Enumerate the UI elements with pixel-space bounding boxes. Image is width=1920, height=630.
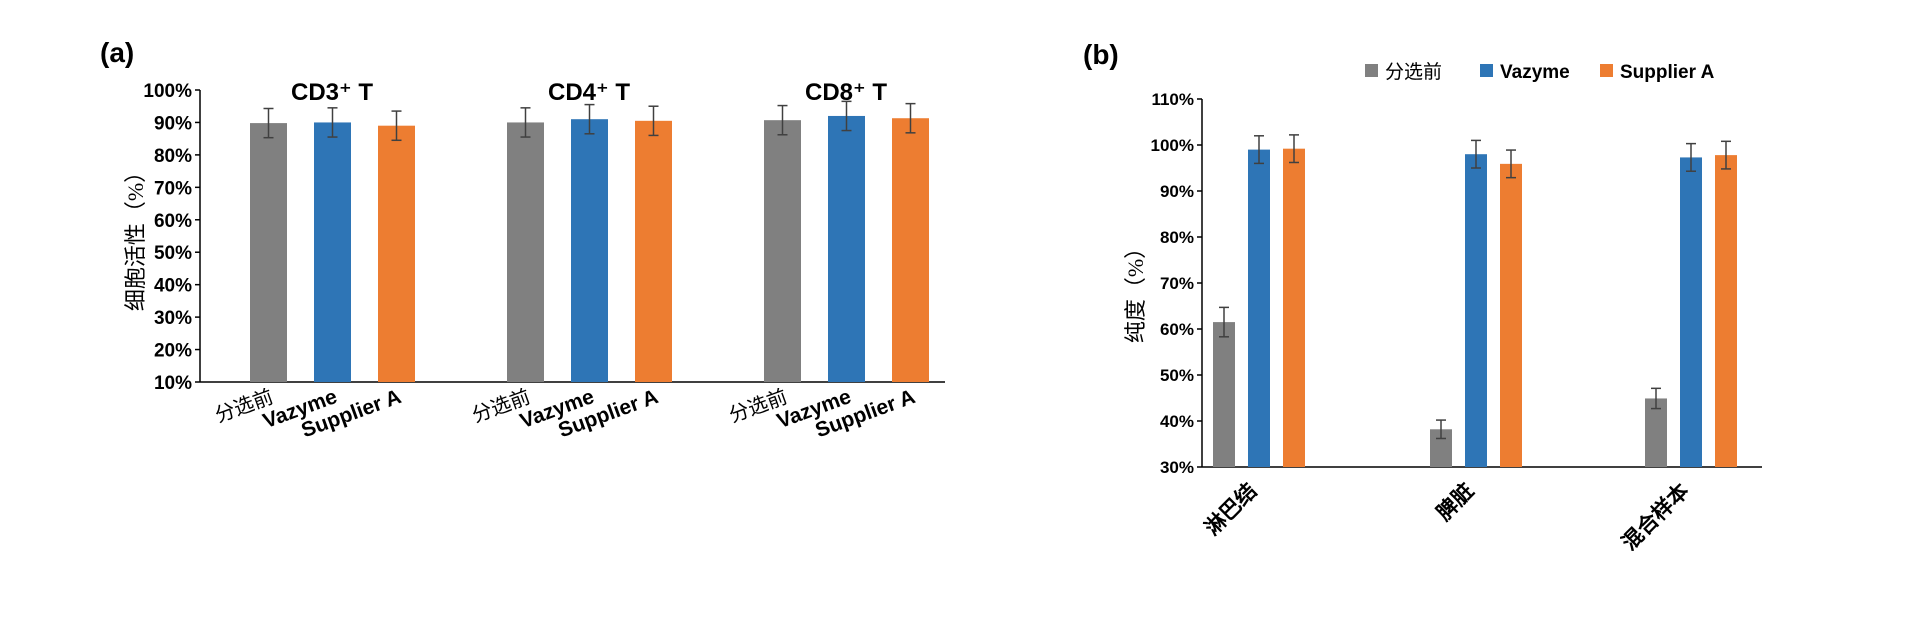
panel-b-x-tick-label: 淋巴结 — [1200, 479, 1262, 541]
panel-b-label: (b) — [1083, 39, 1119, 70]
panel-a-group-title: CD4⁺ T — [548, 79, 630, 106]
panel-a-y-tick-label: 60% — [154, 211, 192, 232]
panel-a-bar — [828, 115, 865, 382]
panel-b-y-tick-label: 100% — [1151, 136, 1194, 155]
panel-b-y-tick-label: 70% — [1160, 274, 1194, 293]
panel-a-y-tick-label: 20% — [154, 341, 192, 362]
panel-b-bar — [1465, 154, 1487, 467]
panel-b-bar — [1430, 429, 1452, 467]
panel-b-y-tick-label: 30% — [1160, 458, 1194, 477]
panel-b-legend-label: Vazyme — [1500, 62, 1570, 83]
panel-b-legend-swatch — [1600, 64, 1613, 77]
panel-b-legend-label: 分选前 — [1385, 61, 1442, 83]
panel-b-y-tick-label: 110% — [1151, 90, 1194, 109]
panel-b-y-axis-title: 纯度（%） — [1123, 237, 1148, 343]
panel-a-y-tick-label: 40% — [154, 276, 192, 297]
panel-b-bar — [1680, 157, 1702, 468]
panel-b-legend-swatch — [1480, 64, 1493, 77]
panel-b-bar — [1283, 148, 1305, 467]
panel-a-label: (a) — [100, 37, 134, 68]
panel-a-y-tick-label: 10% — [154, 373, 192, 394]
panel-b-bar — [1645, 398, 1667, 467]
panel-b-bar — [1213, 322, 1235, 467]
panel-a-y-tick-label: 80% — [154, 146, 192, 167]
panel-b-legend-label: Supplier A — [1620, 62, 1715, 83]
panel-b-bar — [1500, 163, 1522, 468]
panel-a-y-tick-label: 70% — [154, 178, 192, 199]
panel-b-y-tick-label: 60% — [1160, 320, 1194, 339]
panel-a-y-axis-title: 细胞活性（%） — [123, 161, 148, 311]
panel-b-bar — [1715, 155, 1737, 467]
panel-b-bar — [1248, 149, 1270, 467]
panel-a-bar — [892, 118, 929, 382]
panel-a-group-title: CD3⁺ T — [291, 79, 373, 106]
panel-a-bar — [635, 120, 672, 383]
panel-a-bar — [378, 125, 415, 382]
panel-a-y-tick-label: 100% — [143, 81, 192, 102]
panel-a-bar — [314, 122, 351, 382]
panel-a-bar — [250, 123, 287, 383]
panel-b-y-tick-label: 50% — [1160, 366, 1194, 385]
panel-a-y-tick-label: 30% — [154, 308, 192, 329]
panel-b-y-tick-label: 90% — [1160, 182, 1194, 201]
panel-b-y-tick-label: 40% — [1160, 412, 1194, 431]
panel-a-bar — [571, 119, 608, 382]
panel-b-y-tick-label: 80% — [1160, 228, 1194, 247]
panel-a-y-tick-label: 90% — [154, 113, 192, 134]
panel-b-x-tick-label: 脾脏 — [1432, 479, 1479, 526]
panel-b-legend-swatch — [1365, 64, 1378, 77]
panel-a-bar — [507, 122, 544, 382]
panel-a-y-tick-label: 50% — [154, 243, 192, 264]
panel-b-x-tick-label: 混合样本 — [1617, 479, 1693, 555]
panel-a-bar — [764, 120, 801, 382]
